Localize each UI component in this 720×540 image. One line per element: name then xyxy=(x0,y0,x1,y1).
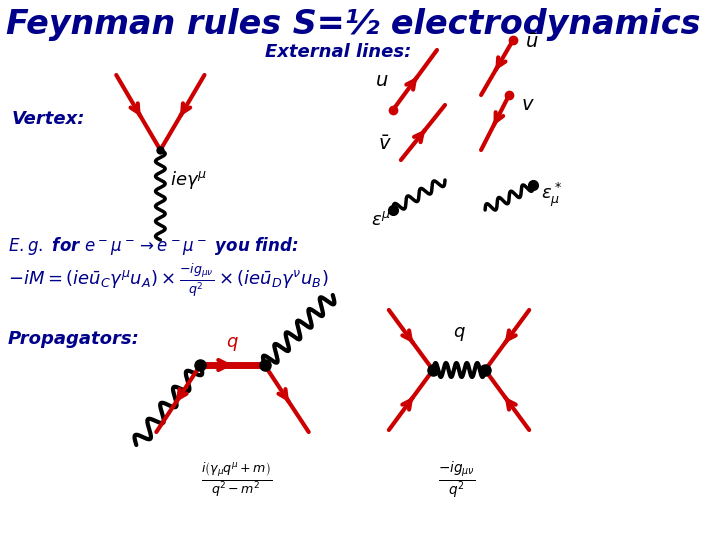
Text: $E.g.$ for $e^-\mu^- \rightarrow e^-\mu^-$ you find:: $E.g.$ for $e^-\mu^- \rightarrow e^-\mu^… xyxy=(8,235,299,257)
Text: External lines:: External lines: xyxy=(264,43,411,61)
Text: $q$: $q$ xyxy=(453,325,465,343)
Text: $\bar{u}$: $\bar{u}$ xyxy=(525,33,539,52)
Text: Vertex:: Vertex: xyxy=(12,110,86,128)
Text: $\bar{v}$: $\bar{v}$ xyxy=(379,136,392,154)
Text: $\frac{i\left(\gamma_\mu q^\mu+m\right)}{q^2-m^2}$: $\frac{i\left(\gamma_\mu q^\mu+m\right)}… xyxy=(201,460,272,499)
Text: $q$: $q$ xyxy=(226,335,239,353)
Text: Propagators:: Propagators: xyxy=(8,330,140,348)
Text: $ie\gamma^\mu$: $ie\gamma^\mu$ xyxy=(170,169,207,191)
Text: $\frac{-ig_{\mu\nu}}{q^2}$: $\frac{-ig_{\mu\nu}}{q^2}$ xyxy=(438,460,476,501)
Text: $u$: $u$ xyxy=(375,71,389,90)
Text: $-iM = (ie\bar{u}_C\gamma^\mu u_A) \times \frac{-ig_{\mu\nu}}{q^2} \times (ie\ba: $-iM = (ie\bar{u}_C\gamma^\mu u_A) \time… xyxy=(8,262,328,300)
Text: $\varepsilon^\mu$: $\varepsilon^\mu$ xyxy=(372,211,391,229)
Text: $v$: $v$ xyxy=(521,96,535,114)
Text: $\varepsilon_\mu^*$: $\varepsilon_\mu^*$ xyxy=(541,181,562,209)
Text: Feynman rules S=½ electrodynamics: Feynman rules S=½ electrodynamics xyxy=(6,8,701,41)
